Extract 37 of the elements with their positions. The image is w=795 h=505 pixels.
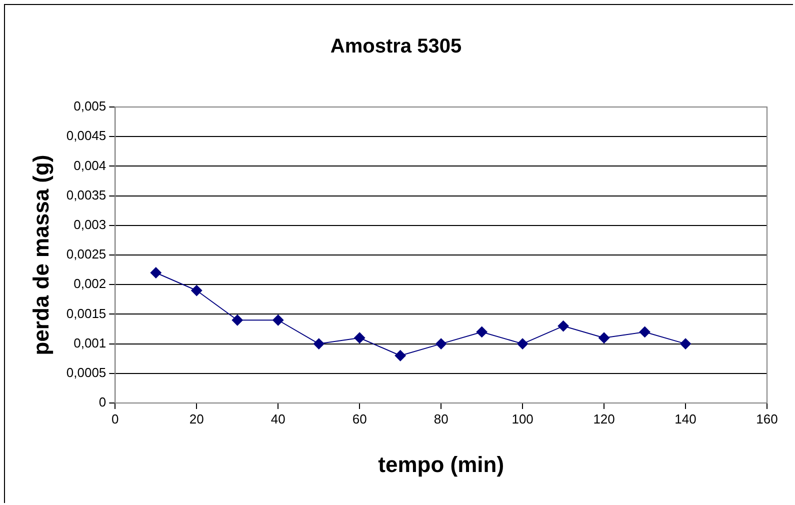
point <box>517 338 528 350</box>
point <box>476 326 488 338</box>
point <box>150 267 162 278</box>
x-tick-label: 160 <box>756 411 778 426</box>
y-tick-label: 0,0035 <box>66 187 106 202</box>
y-tick-label: 0,0045 <box>66 128 106 144</box>
point <box>394 350 406 362</box>
y-tick-label: 0,0015 <box>66 306 106 321</box>
x-tick-label: 0 <box>112 411 119 426</box>
point <box>232 314 243 326</box>
point <box>313 338 324 350</box>
point <box>639 326 650 338</box>
point <box>558 320 569 332</box>
chart-title: Amostra 5305 <box>330 36 462 58</box>
y-tick-label: 0,004 <box>74 158 106 173</box>
x-tick-label: 120 <box>593 411 615 426</box>
x-tick-label: 80 <box>434 411 448 426</box>
point <box>354 332 366 344</box>
x-tick-label: 100 <box>512 411 534 426</box>
point <box>436 338 447 350</box>
y-axis-title: perda de massa (g) <box>28 154 54 356</box>
x-tick-label: 140 <box>674 411 696 426</box>
x-tick-label: 60 <box>352 411 367 426</box>
x-tick-label: 20 <box>189 411 204 426</box>
y-tick-label: 0 <box>98 394 106 410</box>
y-tick-label: 0,001 <box>74 335 106 350</box>
point <box>680 338 692 350</box>
x-tick-label: 40 <box>270 411 286 426</box>
y-tick-label: 0,002 <box>74 276 106 292</box>
point <box>272 314 284 326</box>
y-tick-label: 0,003 <box>74 216 106 232</box>
point <box>598 332 610 344</box>
x-axis-title: tempo (min) <box>378 452 504 477</box>
y-tick-label: 0,0025 <box>66 246 106 262</box>
y-tick-label: 0,0005 <box>66 364 106 380</box>
y-tick-label: 0,005 <box>74 98 106 114</box>
point <box>191 285 202 296</box>
